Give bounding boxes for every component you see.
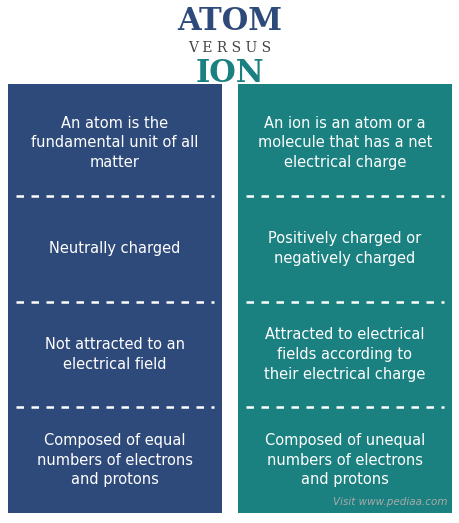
Text: Attracted to electrical
fields according to
their electrical charge: Attracted to electrical fields according… [264, 327, 425, 382]
Bar [237, 301, 451, 407]
Bar [237, 407, 451, 513]
Text: Not attracted to an
electrical field: Not attracted to an electrical field [45, 337, 185, 372]
Bar [237, 84, 451, 90]
Text: An atom is the
fundamental unit of all
matter: An atom is the fundamental unit of all m… [31, 116, 198, 170]
Bar [237, 196, 451, 301]
Text: V E R S U S: V E R S U S [188, 41, 271, 55]
Text: Positively charged or
negatively charged: Positively charged or negatively charged [268, 231, 421, 266]
Bar [8, 407, 222, 513]
Text: Visit www.pediaa.com: Visit www.pediaa.com [333, 497, 447, 507]
Bar [8, 84, 222, 90]
Bar [8, 301, 222, 407]
Bar [237, 90, 451, 196]
Text: ATOM: ATOM [177, 6, 282, 38]
Bar [8, 196, 222, 301]
Bar [8, 90, 222, 196]
Text: Composed of unequal
numbers of electrons
and protons: Composed of unequal numbers of electrons… [264, 433, 424, 487]
Text: ION: ION [195, 58, 264, 88]
Text: Composed of equal
numbers of electrons
and protons: Composed of equal numbers of electrons a… [37, 433, 193, 487]
Text: An ion is an atom or a
molecule that has a net
electrical charge: An ion is an atom or a molecule that has… [257, 116, 431, 170]
Text: Neutrally charged: Neutrally charged [49, 241, 180, 256]
